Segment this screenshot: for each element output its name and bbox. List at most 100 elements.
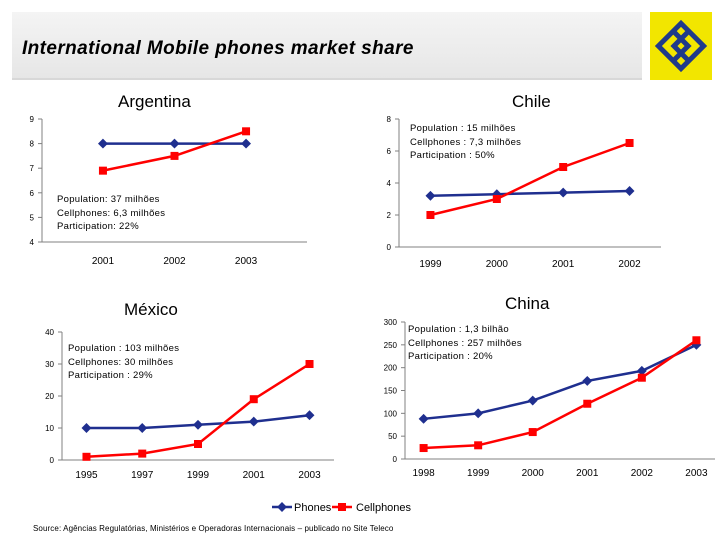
mexico-participation: Participation : 29% — [68, 370, 153, 381]
mexico-cellphones: Cellphones: 30 milhões — [68, 356, 174, 368]
phones-point — [169, 138, 180, 149]
phones-point — [193, 419, 203, 430]
cellphones-point — [249, 395, 258, 404]
bank-logo — [650, 12, 712, 80]
x-tick-label: 2002 — [631, 468, 654, 479]
source-note: Source: Agências Regulatórias, Ministéri… — [33, 524, 394, 533]
x-tick-label: 1997 — [131, 470, 154, 481]
phones-point — [248, 416, 259, 427]
mexico-chart-title: México — [124, 300, 178, 319]
phones-line — [423, 343, 697, 421]
y-tick-label: 9 — [30, 115, 35, 124]
cellphones-point — [305, 360, 314, 368]
x-tick-label: 2001 — [92, 256, 115, 267]
phones-point — [304, 410, 315, 421]
x-tick-label: 2002 — [618, 259, 641, 270]
phones-point — [582, 375, 593, 386]
chile-cellphones: Cellphones : 7,3 milhões — [410, 136, 522, 148]
chile-chart-title: Chile — [512, 92, 551, 111]
china-cellphones: Cellphones : 257 milhões — [408, 337, 522, 349]
chile-population: Population : 15 milhões — [410, 123, 516, 134]
legend-phones-label: Phones — [294, 502, 332, 514]
cellphones-point — [637, 373, 646, 382]
legend: Phones Cellphones — [272, 502, 412, 514]
china-chart: 0 50 100 150 200 250 300 1998 1999 2000 2001 2002 20… — [384, 318, 715, 479]
cellphones-point — [419, 444, 428, 453]
phones-point — [425, 190, 436, 201]
y-tick-label: 8 — [30, 140, 35, 149]
chile-participation: Participation : 50% — [410, 150, 495, 161]
y-tick-label: 4 — [387, 179, 392, 188]
y-tick-label: 100 — [384, 409, 398, 418]
y-tick-label: 10 — [45, 424, 54, 433]
china-participation: Participation : 20% — [408, 351, 493, 362]
x-tick-label: 2003 — [685, 468, 708, 479]
y-tick-label: 8 — [387, 115, 392, 124]
argentina-chart-title: Argentina — [118, 92, 191, 111]
y-tick-label: 300 — [384, 318, 398, 327]
cellphones-point — [82, 452, 91, 461]
x-tick-label: 1999 — [419, 259, 442, 270]
cellphones-point — [625, 139, 634, 147]
mexico-population: Population : 103 milhões — [68, 343, 180, 354]
y-tick-label: 250 — [384, 341, 398, 350]
argentina-annotation: Population: 37 milhões Cellphones: 6,3 m… — [57, 193, 165, 234]
x-tick-label: 1998 — [412, 468, 435, 479]
x-tick-label: 2002 — [163, 256, 186, 267]
chile-chart: 0 2 4 6 8 1999 2000 2001 2002 — [387, 115, 661, 270]
chile-annotation: Population : 15 milhões Cellphones : 7,3… — [410, 122, 521, 163]
y-tick-label: 0 — [50, 456, 55, 465]
phones-point — [241, 138, 251, 149]
phones-point — [558, 187, 569, 198]
cellphones-point — [528, 428, 537, 437]
phones-point — [137, 423, 148, 433]
cellphones-point — [138, 449, 147, 458]
phones-line — [430, 189, 630, 198]
y-tick-label: 6 — [30, 189, 35, 198]
china-chart-title: China — [505, 294, 550, 313]
cellphones-line — [423, 339, 698, 450]
argentina-cellphones: Cellphones: 6,3 milhões — [57, 207, 166, 219]
cellphones-point — [98, 166, 107, 175]
legend-phones-marker — [277, 502, 287, 512]
y-tick-label: 4 — [30, 238, 35, 247]
title-banner — [12, 12, 642, 80]
page-title: International Mobile phones market share — [22, 38, 414, 59]
x-tick-label: 2001 — [243, 470, 266, 481]
x-tick-label: 1999 — [187, 470, 210, 481]
y-tick-label: 200 — [384, 364, 398, 373]
x-tick-label: 2001 — [576, 468, 599, 479]
y-tick-label: 7 — [30, 164, 35, 173]
cellphones-point — [559, 163, 568, 171]
x-tick-label: 2001 — [552, 259, 575, 270]
y-tick-label: 6 — [387, 147, 392, 156]
y-tick-label: 50 — [388, 432, 397, 441]
y-tick-label: 0 — [387, 243, 392, 252]
x-tick-label: 1995 — [75, 470, 98, 481]
mexico-annotation: Population : 103 milhões Cellphones: 30 … — [68, 342, 179, 383]
y-tick-label: 30 — [45, 360, 54, 369]
y-tick-label: 150 — [384, 387, 398, 396]
phones-point — [98, 138, 108, 149]
y-tick-label: 40 — [45, 328, 54, 337]
cellphones-point — [194, 440, 202, 448]
cellphones-point — [242, 127, 251, 136]
cellphones-line — [430, 141, 630, 217]
y-tick-label: 20 — [45, 392, 54, 401]
china-population: Population : 1,3 bilhão — [408, 324, 509, 335]
x-tick-label: 2003 — [235, 256, 258, 267]
argentina-chart: 4 5 6 7 8 9 2001 2002 2003 — [30, 115, 307, 267]
cellphones-point — [692, 336, 701, 345]
y-tick-label: 0 — [393, 455, 398, 464]
x-tick-label: 2003 — [298, 470, 321, 481]
x-tick-label: 2000 — [522, 468, 545, 479]
legend-cellphones-label: Cellphones — [356, 502, 412, 514]
phones-point — [418, 413, 429, 424]
cellphones-point — [474, 441, 483, 450]
argentina-population: Population: 37 milhões — [57, 194, 160, 205]
cellphones-point — [170, 151, 179, 160]
phones-point — [473, 408, 484, 419]
legend-cellphones-marker — [338, 503, 346, 511]
phones-point — [81, 423, 92, 433]
mexico-chart: 0 10 20 30 40 1995 1997 1999 2001 2003 — [45, 328, 334, 481]
